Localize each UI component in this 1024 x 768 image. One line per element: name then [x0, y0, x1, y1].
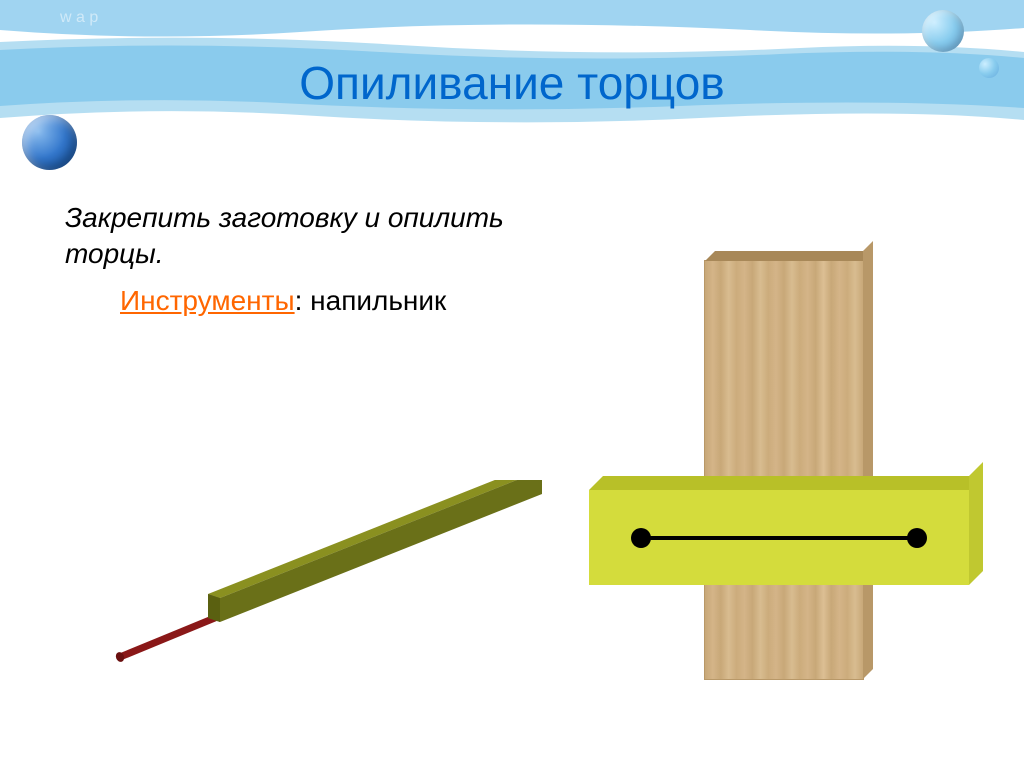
connector-dot-right [907, 528, 927, 548]
slide-content: Закрепить заготовку и опилить торцы. Инс… [65, 200, 565, 317]
title-banner: Опиливание торцов [0, 45, 1024, 120]
connector-line [639, 536, 919, 540]
yellow-block-illustration [589, 490, 969, 585]
tools-label: Инструменты [120, 285, 295, 316]
svg-text:w a p: w a p [59, 9, 98, 26]
wood-panel-illustration [704, 260, 864, 680]
file-tool-illustration [70, 480, 550, 680]
tools-value: : напильник [295, 285, 447, 316]
file-tool-svg [70, 480, 550, 680]
decorative-sphere-left [22, 115, 77, 170]
slide-title: Опиливание торцов [299, 56, 724, 110]
tools-line: Инструменты: напильник [120, 285, 565, 317]
instruction-text: Закрепить заготовку и опилить торцы. [65, 200, 565, 273]
